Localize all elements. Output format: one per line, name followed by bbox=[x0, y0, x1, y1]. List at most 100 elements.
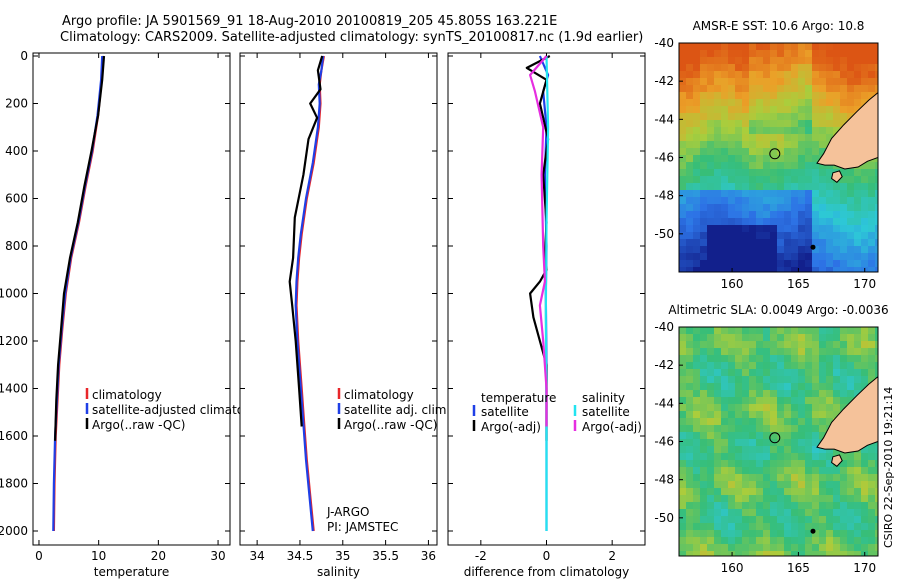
map-cell bbox=[728, 383, 735, 390]
map-cell bbox=[707, 169, 714, 176]
map-cell bbox=[707, 530, 714, 537]
map-cell bbox=[861, 204, 868, 211]
map-cell bbox=[728, 71, 735, 78]
map-cell bbox=[854, 190, 861, 197]
map-cell bbox=[784, 460, 791, 467]
map-cell bbox=[679, 516, 686, 523]
map-cell bbox=[714, 92, 721, 99]
map-cell bbox=[854, 495, 861, 502]
map-cell bbox=[798, 64, 805, 71]
map-cell bbox=[777, 169, 784, 176]
map-cell bbox=[742, 481, 749, 488]
map-cell bbox=[721, 85, 728, 92]
map-cell bbox=[714, 348, 721, 355]
map-cell bbox=[742, 211, 749, 218]
map-cell bbox=[798, 537, 805, 544]
map-cell bbox=[826, 267, 833, 272]
map-cell bbox=[791, 239, 798, 246]
map-cell bbox=[770, 502, 777, 509]
map-cell bbox=[777, 113, 784, 120]
map-cell bbox=[791, 551, 798, 556]
map-cell bbox=[826, 341, 833, 348]
map-cell bbox=[791, 134, 798, 141]
map-cell bbox=[700, 71, 707, 78]
map-cell bbox=[861, 57, 868, 64]
map-cell bbox=[770, 246, 777, 253]
map-cell bbox=[770, 453, 777, 460]
map-cell bbox=[756, 134, 763, 141]
map-cell bbox=[805, 523, 812, 530]
map-cell bbox=[707, 488, 714, 495]
map-cell bbox=[784, 411, 791, 418]
map-cell bbox=[749, 155, 756, 162]
map-cell bbox=[742, 176, 749, 183]
map-cell bbox=[749, 106, 756, 113]
map-cell bbox=[735, 418, 742, 425]
map-cell bbox=[854, 537, 861, 544]
map-cell bbox=[679, 211, 686, 218]
map-cell bbox=[693, 439, 700, 446]
map-cell bbox=[833, 383, 840, 390]
y-tick-label: -50 bbox=[654, 227, 674, 241]
map-cell bbox=[875, 78, 878, 85]
map-cell bbox=[770, 369, 777, 376]
map-cell bbox=[686, 85, 693, 92]
y-tick-label: 800 bbox=[5, 239, 28, 253]
map-cell bbox=[833, 190, 840, 197]
map-cell bbox=[784, 327, 791, 334]
map-cell bbox=[756, 183, 763, 190]
map-cell bbox=[728, 481, 735, 488]
map-cell bbox=[728, 369, 735, 376]
map-cell bbox=[686, 341, 693, 348]
map-cell bbox=[847, 183, 854, 190]
map-cell bbox=[798, 148, 805, 155]
map-cell bbox=[693, 92, 700, 99]
map-cell bbox=[742, 404, 749, 411]
map-cell bbox=[756, 92, 763, 99]
map-cell bbox=[763, 85, 770, 92]
map-cell bbox=[714, 334, 721, 341]
map-cell bbox=[749, 488, 756, 495]
map-cell bbox=[854, 239, 861, 246]
map-cell bbox=[749, 260, 756, 267]
land-new-zealand bbox=[816, 91, 878, 170]
map-cell bbox=[707, 246, 714, 253]
map-cell bbox=[812, 418, 819, 425]
map-cell bbox=[749, 369, 756, 376]
map-cell bbox=[847, 488, 854, 495]
map-cell bbox=[700, 127, 707, 134]
map-cell bbox=[735, 446, 742, 453]
map-cell bbox=[721, 169, 728, 176]
map-cell bbox=[854, 453, 861, 460]
map-cell bbox=[679, 127, 686, 134]
map-cell bbox=[868, 362, 875, 369]
map-cell bbox=[791, 148, 798, 155]
land-auckland-islands bbox=[810, 244, 816, 250]
map-cell bbox=[791, 411, 798, 418]
map-cell bbox=[686, 495, 693, 502]
map-cell bbox=[756, 127, 763, 134]
map-cell bbox=[854, 225, 861, 232]
map-cell bbox=[679, 134, 686, 141]
map-cell bbox=[819, 544, 826, 551]
map-cell bbox=[749, 169, 756, 176]
map-cell bbox=[686, 225, 693, 232]
y-tick-label: 2000 bbox=[0, 524, 28, 538]
x-tick-label: 160 bbox=[721, 277, 744, 291]
map-cell bbox=[798, 99, 805, 106]
map-cell bbox=[700, 225, 707, 232]
map-cell bbox=[686, 50, 693, 57]
map-cell bbox=[749, 439, 756, 446]
map-cell bbox=[763, 57, 770, 64]
map-cell bbox=[805, 383, 812, 390]
map-cell bbox=[721, 327, 728, 334]
map-cell bbox=[742, 239, 749, 246]
map-cell bbox=[756, 169, 763, 176]
map-cell bbox=[854, 211, 861, 218]
map-cell bbox=[770, 355, 777, 362]
map-cell bbox=[791, 523, 798, 530]
map-cell bbox=[770, 481, 777, 488]
map-cell bbox=[861, 383, 868, 390]
map-cell bbox=[686, 481, 693, 488]
